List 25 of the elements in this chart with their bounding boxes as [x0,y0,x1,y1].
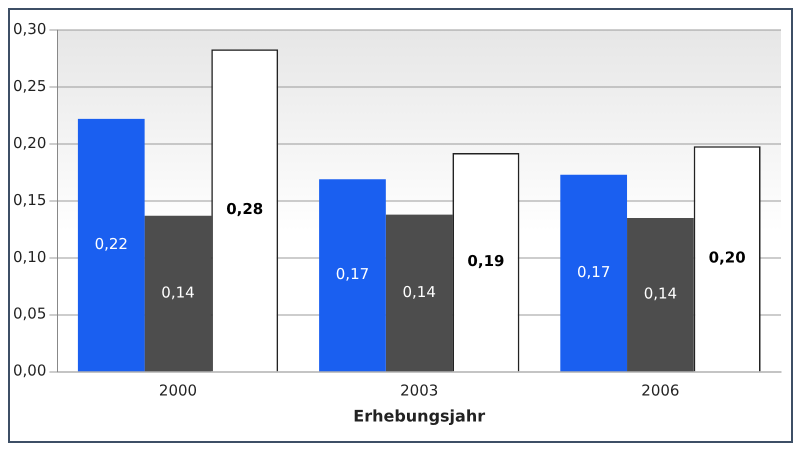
y-tick-label: 0,10 [12,248,46,266]
y-tick-label: 0,20 [12,134,46,152]
y-tick-label: 0,15 [12,190,46,209]
y-tick-label: 0,00 [12,362,46,380]
bar [560,174,628,372]
x-tick-label: 2003 [400,382,438,400]
bar [78,118,145,372]
bar [144,216,212,372]
y-tick-label: 0,25 [12,76,46,95]
y-tick-label: 0,05 [12,304,46,323]
bar [627,218,694,372]
data-label: 0,14 [161,283,195,302]
data-label: 0,19 [467,252,504,270]
bar [319,179,386,372]
y-tick-label: 0,30 [12,20,46,38]
data-label: 0,17 [336,265,370,284]
data-label: 0,17 [576,262,610,281]
x-tick-label: 2006 [641,382,680,400]
data-label: 0,14 [402,282,436,301]
x-axis-title: Erhebungsjahr [353,406,486,426]
data-label: 0,22 [94,234,128,253]
data-label: 0,14 [644,284,678,303]
data-label: 0,20 [708,248,746,267]
data-label: 0,28 [226,200,264,218]
x-tick-label: 2000 [158,382,198,400]
